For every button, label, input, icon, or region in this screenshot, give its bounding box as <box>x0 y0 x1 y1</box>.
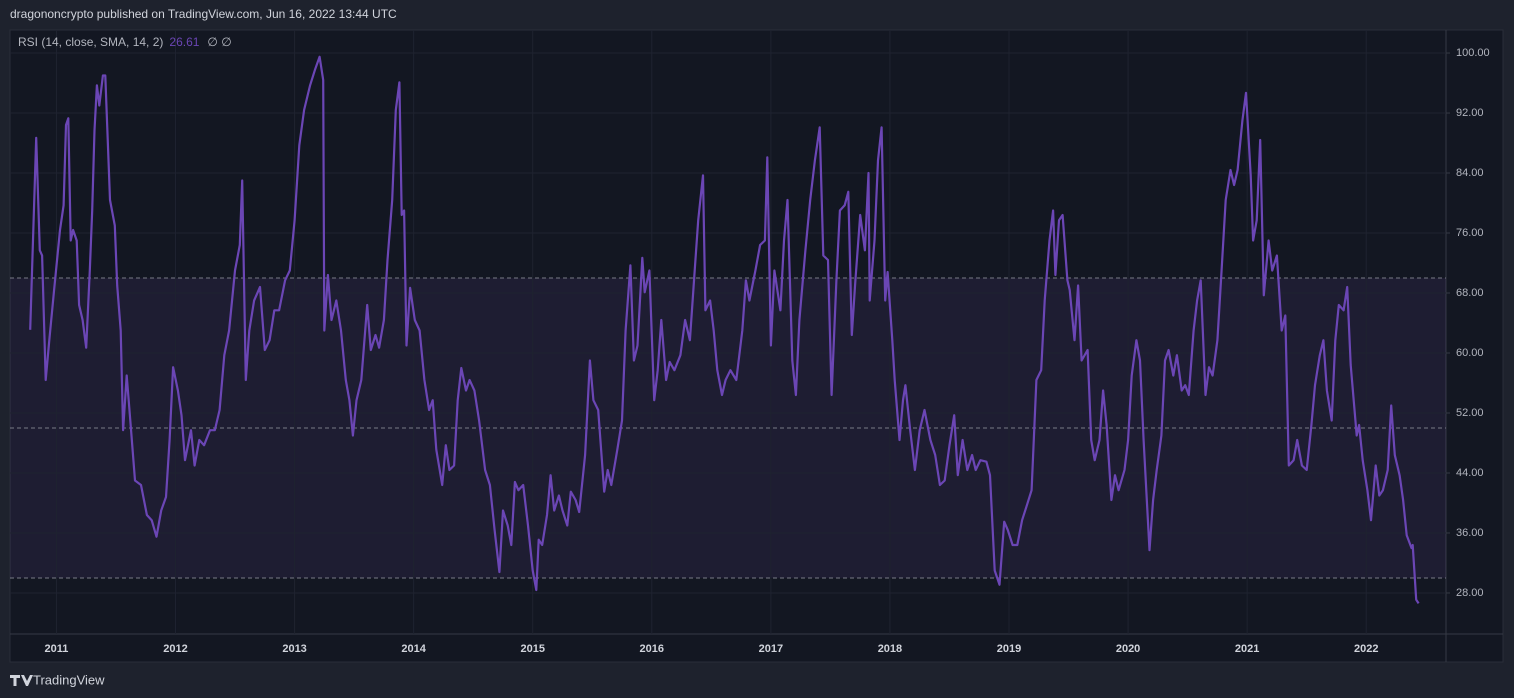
legend-icons: ∅ ∅ <box>207 35 231 49</box>
footer-brand: TradingView <box>33 672 105 687</box>
y-tick-label: 44.00 <box>1456 467 1484 479</box>
tradingview-logo <box>10 675 33 686</box>
y-tick-label: 100.00 <box>1456 47 1490 59</box>
x-tick-label: 2015 <box>520 643 544 655</box>
y-tick-label: 84.00 <box>1456 167 1484 179</box>
x-tick-label: 2020 <box>1116 643 1140 655</box>
y-tick-label: 92.00 <box>1456 107 1484 119</box>
chart-panel <box>9 29 1504 663</box>
x-tick-label: 2017 <box>759 643 783 655</box>
legend-value: 26.61 <box>169 35 199 49</box>
x-tick-label: 2021 <box>1235 643 1259 655</box>
y-tick-label: 36.00 <box>1456 527 1484 539</box>
y-tick-label: 76.00 <box>1456 227 1484 239</box>
plot-area <box>10 30 1446 634</box>
x-tick-label: 2014 <box>401 643 426 655</box>
y-tick-label: 52.00 <box>1456 407 1484 419</box>
x-tick-label: 2012 <box>163 643 187 655</box>
x-tick-label: 2011 <box>45 643 69 655</box>
y-tick-label: 60.00 <box>1456 347 1484 359</box>
legend-name: RSI (14, close, SMA, 14, 2) <box>18 35 163 49</box>
y-tick-label: 28.00 <box>1456 587 1484 599</box>
x-tick-label: 2016 <box>640 643 664 655</box>
x-tick-label: 2018 <box>878 643 902 655</box>
publish-header: dragononcrypto published on TradingView.… <box>10 7 397 21</box>
x-tick-label: 2022 <box>1354 643 1378 655</box>
x-tick-label: 2019 <box>997 643 1021 655</box>
x-tick-label: 2013 <box>282 643 306 655</box>
rsi-line <box>29 55 1420 604</box>
y-tick-label: 68.00 <box>1456 287 1484 299</box>
